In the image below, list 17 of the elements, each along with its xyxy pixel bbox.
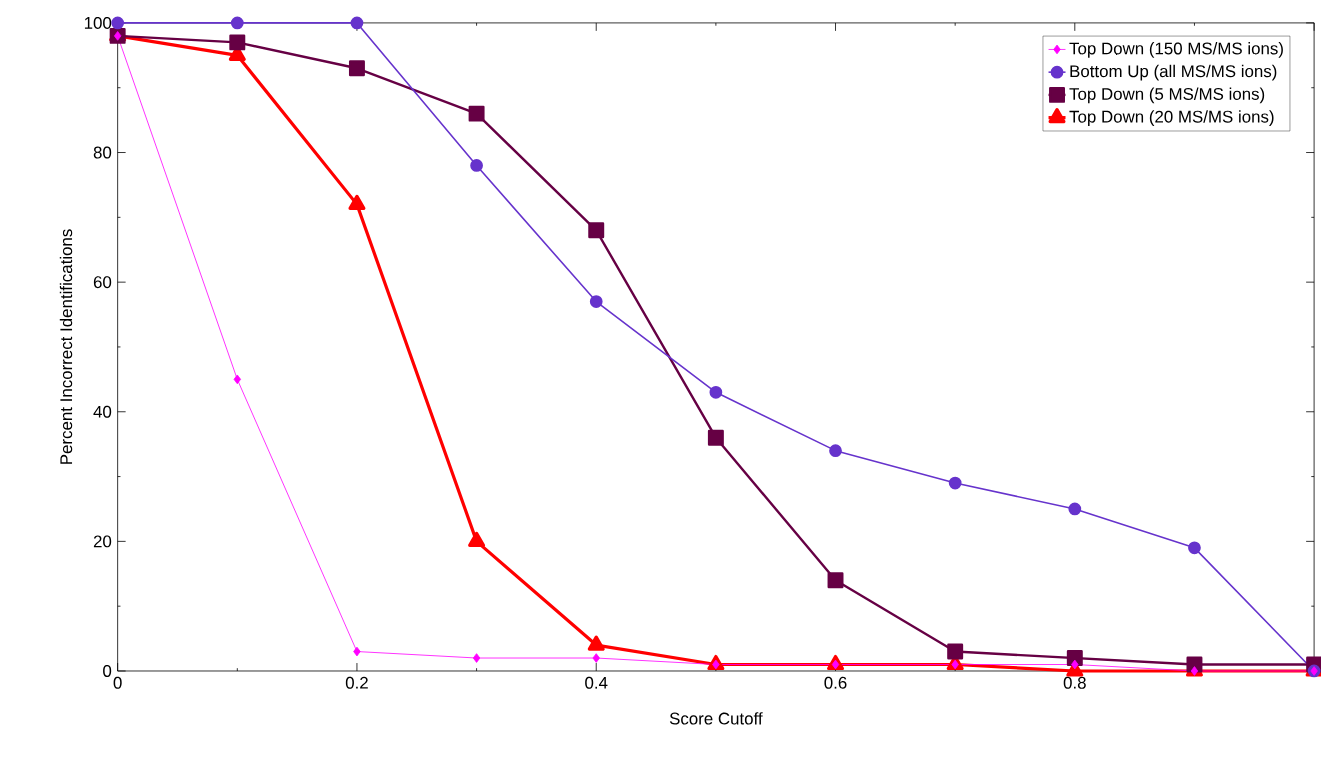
y-tick-label: 0 xyxy=(103,665,112,678)
x-tick-label: 0 xyxy=(113,676,122,689)
legend-label: Top Down (5 MS/MS ions) xyxy=(1069,87,1265,104)
y-tick-label: 20 xyxy=(93,535,112,548)
x-tick-label: 0.2 xyxy=(345,676,368,689)
y-tick-label: 100 xyxy=(84,17,112,30)
x-tick-label: 0.8 xyxy=(1063,676,1086,689)
y-tick-label: 40 xyxy=(93,405,112,418)
x-axis-title: Score Cutoff xyxy=(669,712,763,725)
x-tick-label: 0.6 xyxy=(824,676,847,689)
y-tick-label: 60 xyxy=(93,276,112,289)
legend-label: Top Down (20 MS/MS ions) xyxy=(1069,110,1274,127)
legend-label: Bottom Up (all MS/MS ions) xyxy=(1070,64,1277,81)
y-tick-label: 80 xyxy=(93,146,112,159)
y-axis-title: Percent Incorrect Identifications xyxy=(59,229,73,464)
x-tick-label: 0.4 xyxy=(585,676,608,689)
legend-label: Top Down (150 MS/MS ions) xyxy=(1069,42,1283,58)
